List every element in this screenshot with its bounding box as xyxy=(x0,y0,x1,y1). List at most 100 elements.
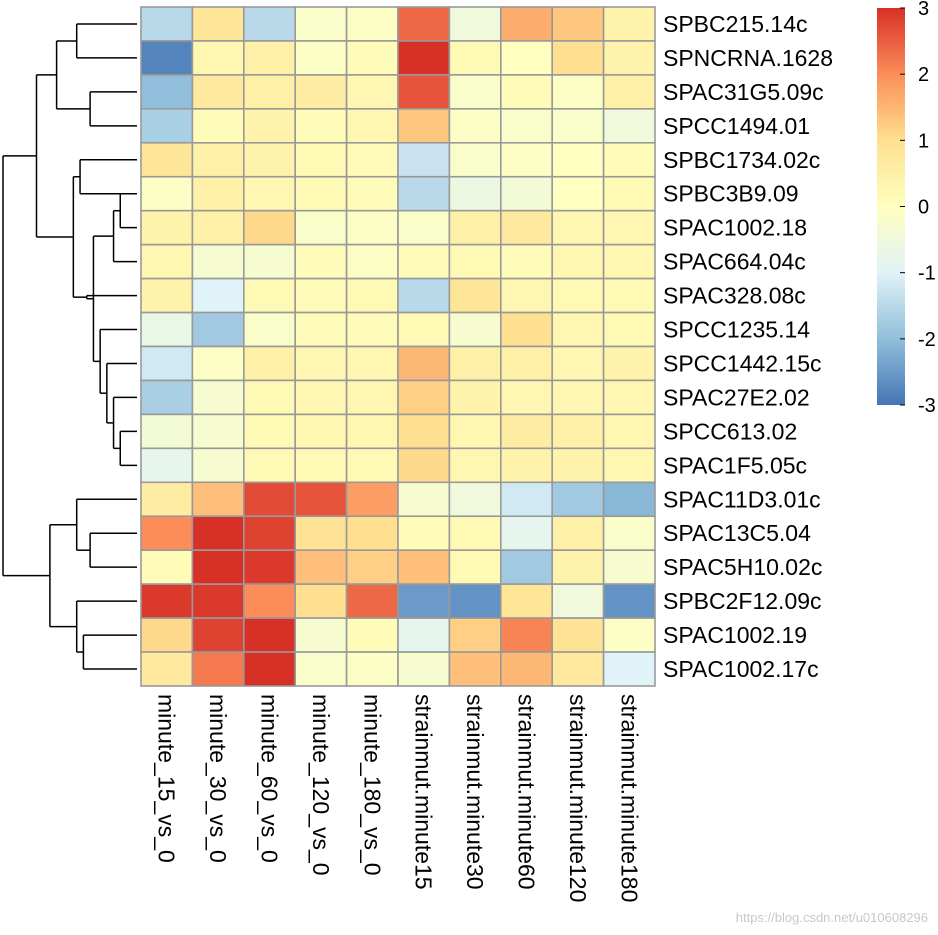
heatmap-cell xyxy=(602,515,656,552)
column-label: strainmut.minute120 xyxy=(565,694,591,902)
heatmap-cell xyxy=(191,74,245,110)
heatmap-cell xyxy=(448,617,502,653)
heatmap-cell xyxy=(294,6,348,42)
heatmap-cell xyxy=(448,277,502,314)
row-label: SPAC5H10.02c xyxy=(663,554,822,580)
heatmap-cell xyxy=(499,175,553,212)
heatmap-cell xyxy=(191,6,245,42)
heatmap-cell xyxy=(191,549,245,585)
heatmap-cell xyxy=(551,447,605,484)
heatmap-cell xyxy=(243,108,297,144)
heatmap-cell xyxy=(140,413,194,450)
heatmap-cell xyxy=(448,413,502,450)
heatmap-cell xyxy=(345,6,399,42)
heatmap-cell xyxy=(551,413,605,450)
heatmap-cell xyxy=(345,108,399,144)
heatmap-cell xyxy=(243,6,297,42)
heatmap-cell xyxy=(294,40,348,76)
column-label: strainmut.minute30 xyxy=(462,694,488,890)
heatmap-cell xyxy=(294,651,348,687)
heatmap-cell xyxy=(551,74,605,110)
row-label: SPAC27E2.02 xyxy=(663,384,810,410)
heatmap-cell xyxy=(448,142,502,178)
heatmap-cell xyxy=(345,379,399,416)
legend-tick-label: -1 xyxy=(918,263,936,285)
heatmap-cell xyxy=(448,549,502,585)
row-label: SPAC328.08c xyxy=(663,283,806,309)
heatmap-cell xyxy=(191,651,245,687)
heatmap-cell xyxy=(448,311,502,348)
row-label: SPCC1494.01 xyxy=(663,113,810,139)
heatmap-cell xyxy=(551,277,605,314)
row-dendrogram xyxy=(2,23,137,670)
column-label: strainmut.minute15 xyxy=(411,694,437,890)
heatmap-cell xyxy=(243,583,297,619)
heatmap-cell xyxy=(140,379,194,416)
heatmap-cell xyxy=(448,515,502,552)
heatmap-cell xyxy=(499,413,553,450)
heatmap-cell xyxy=(448,447,502,484)
heatmap-cell xyxy=(294,583,348,619)
heatmap-cell xyxy=(191,175,245,212)
heatmap-cell xyxy=(243,74,297,110)
row-label: SPAC11D3.01c xyxy=(663,486,821,512)
heatmap-cell xyxy=(345,142,399,178)
heatmap-cell xyxy=(551,549,605,585)
heatmap-cell xyxy=(294,379,348,416)
heatmap-cell xyxy=(243,40,297,76)
heatmap-cell xyxy=(191,617,245,653)
watermark: https://blog.csdn.net/u010608296 xyxy=(736,910,928,925)
heatmap-cells xyxy=(140,6,656,687)
heatmap-cell xyxy=(397,6,451,42)
heatmap-cell xyxy=(448,379,502,416)
column-label: minute_60_vs_0 xyxy=(257,694,283,863)
heatmap-cell xyxy=(345,617,399,653)
heatmap-cell xyxy=(243,277,297,314)
legend-tick-label: -3 xyxy=(918,395,936,417)
row-label: SPBC3B9.09 xyxy=(663,181,799,207)
row-label: SPCC613.02 xyxy=(663,418,797,444)
heatmap-cell xyxy=(243,651,297,687)
heatmap-cell xyxy=(140,277,194,314)
heatmap-cell xyxy=(140,515,194,552)
heatmap-cell xyxy=(499,515,553,552)
heatmap-cell xyxy=(551,142,605,178)
heatmap-cell xyxy=(602,651,656,687)
column-label: minute_15_vs_0 xyxy=(154,694,180,863)
heatmap-cell xyxy=(397,345,451,382)
column-label: minute_180_vs_0 xyxy=(359,694,385,876)
heatmap-cell xyxy=(191,243,245,280)
heatmap-cell xyxy=(140,6,194,42)
column-label: strainmut.minute180 xyxy=(616,694,642,902)
heatmap-cell xyxy=(499,243,553,280)
heatmap-cell xyxy=(243,175,297,212)
heatmap-cell xyxy=(243,617,297,653)
heatmap-cell xyxy=(294,74,348,110)
heatmap-cell xyxy=(140,345,194,382)
heatmap-cell xyxy=(191,413,245,450)
heatmap-cell xyxy=(294,345,348,382)
heatmap-cell xyxy=(140,243,194,280)
heatmap-cell xyxy=(294,142,348,178)
heatmap-cell xyxy=(499,209,553,246)
heatmap-cell xyxy=(448,243,502,280)
heatmap-cell xyxy=(397,549,451,585)
legend-tick-label: 2 xyxy=(918,64,929,86)
heatmap-cell xyxy=(499,583,553,619)
heatmap-cell xyxy=(191,40,245,76)
row-label: SPAC664.04c xyxy=(663,249,806,275)
heatmap-cell xyxy=(397,447,451,484)
heatmap-cell xyxy=(448,345,502,382)
heatmap-cell xyxy=(140,549,194,585)
heatmap-cell xyxy=(397,617,451,653)
heatmap-cell xyxy=(499,379,553,416)
heatmap-cell xyxy=(345,74,399,110)
heatmap-cell xyxy=(397,142,451,178)
legend-tick-label: 1 xyxy=(918,130,929,152)
heatmap-cell xyxy=(499,108,553,144)
heatmap-cell xyxy=(397,515,451,552)
heatmap-cell xyxy=(191,481,245,518)
heatmap-cell xyxy=(499,74,553,110)
legend-tick-label: 3 xyxy=(918,0,929,20)
